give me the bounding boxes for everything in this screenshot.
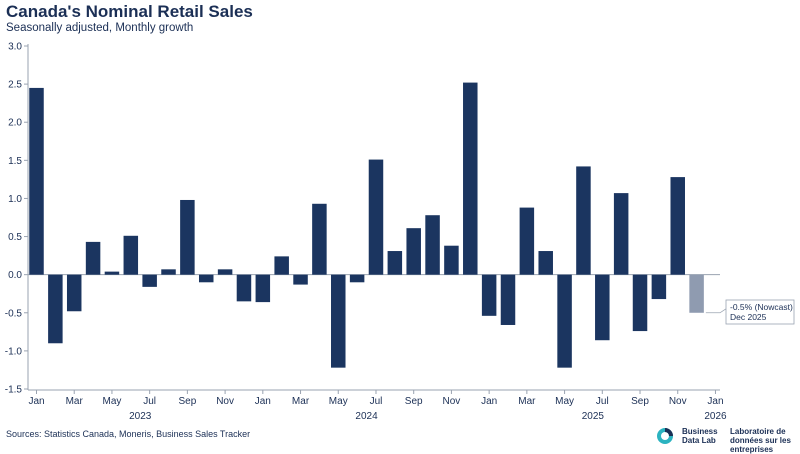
bar: [85, 241, 101, 275]
year-label: 2026: [704, 411, 727, 422]
x-tick-label: Sep: [178, 396, 196, 407]
bar: [255, 274, 271, 303]
chart-title: Canada's Nominal Retail Sales: [6, 2, 253, 21]
x-tick-label: Jul: [143, 396, 156, 407]
annotation-line2: Dec 2025: [730, 312, 767, 322]
bar: [519, 207, 535, 275]
y-tick-label: 0.0: [8, 270, 22, 281]
year-label: 2025: [582, 411, 605, 422]
year-label: 2024: [355, 411, 378, 422]
x-tick-label: Jan: [707, 396, 723, 407]
bar: [236, 274, 252, 302]
x-tick-label: Nov: [443, 396, 461, 407]
x-tick-label: Jul: [596, 396, 609, 407]
bar: [274, 256, 289, 275]
bar: [180, 199, 195, 275]
bar: [161, 269, 176, 275]
business-data-lab-logo: Business Data Lab Laboratoire de données…: [656, 425, 796, 454]
x-tick-label: Nov: [669, 396, 687, 407]
source-note: Sources: Statistics Canada, Moneris, Bus…: [6, 429, 251, 439]
annotation-pointer: [705, 308, 727, 314]
y-tick-label: -1.5: [5, 385, 23, 396]
x-tick-label: Jul: [370, 396, 383, 407]
bar: [425, 215, 440, 275]
bar: [595, 274, 610, 341]
bar: [29, 87, 44, 275]
chart-subtitle: Seasonally adjusted, Monthly growth: [6, 22, 194, 34]
bar: [48, 274, 63, 344]
x-tick-label: Jan: [28, 396, 44, 407]
logo-text-en: Business Data Lab: [682, 427, 718, 445]
x-tick-label: Sep: [631, 396, 649, 407]
bar: [500, 274, 516, 325]
y-tick-label: -1.0: [5, 346, 23, 357]
bar: [217, 269, 233, 275]
bar: [104, 271, 120, 275]
bar: [651, 274, 667, 300]
bar: [444, 245, 459, 275]
x-tick-label: Mar: [292, 396, 310, 407]
bar: [66, 274, 82, 312]
x-tick-label: May: [329, 396, 348, 407]
logo-text-fr: Laboratoire de données sur les entrepris…: [730, 427, 791, 454]
y-tick-label: -0.5: [5, 308, 23, 319]
bar: [557, 274, 572, 368]
bar: [632, 274, 648, 332]
bar: [293, 274, 308, 285]
bar: [481, 274, 497, 316]
y-tick-label: 0.5: [8, 232, 22, 243]
y-tick-label: 1.5: [8, 156, 22, 167]
bar: [538, 251, 553, 275]
bar: [387, 251, 403, 275]
bar: [312, 203, 327, 275]
year-label: 2023: [129, 411, 152, 422]
bar: [463, 82, 478, 275]
x-tick-label: Nov: [216, 396, 234, 407]
bar-chart: 3.0 2.5 2.0 1.5 1.0 0.5 0.0 -0.5 -1.0 -1.5 Jan Mar M…: [5, 42, 795, 422]
x-tick-label: Mar: [518, 396, 536, 407]
bar: [406, 228, 421, 275]
bar: [613, 193, 629, 275]
bar: [331, 274, 346, 368]
x-tick-label: Sep: [405, 396, 423, 407]
bar: [142, 274, 157, 287]
y-tick-label: 3.0: [8, 42, 22, 53]
x-tick-label: May: [102, 396, 121, 407]
y-tick-label: 1.0: [8, 194, 22, 205]
y-tick-label: 2.5: [8, 80, 22, 91]
bar: [198, 274, 214, 283]
annotation-line1: -0.5% (Nowcast): [730, 302, 793, 312]
x-tick-label: May: [555, 396, 574, 407]
logo-mark-icon: [657, 428, 673, 444]
x-tick-label: Jan: [255, 396, 271, 407]
nowcast-bar: [689, 274, 704, 313]
bar: [349, 274, 365, 283]
x-tick-label: Mar: [66, 396, 84, 407]
bar: [576, 166, 591, 275]
x-tick-label: Jan: [481, 396, 497, 407]
bar: [670, 177, 685, 275]
y-tick-label: 2.0: [8, 118, 22, 129]
bar: [123, 235, 139, 275]
bar: [368, 159, 384, 275]
annotation-box: [725, 299, 795, 325]
